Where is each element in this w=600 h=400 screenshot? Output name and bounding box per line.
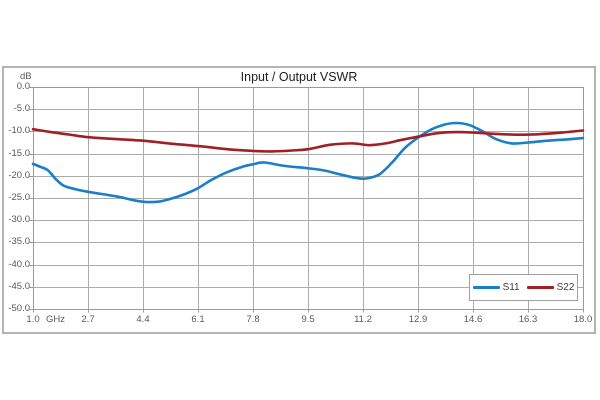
legend: S11 S22: [469, 274, 578, 301]
x-tick-label: 2.7: [81, 314, 95, 325]
y-tick-label: -45.0: [8, 280, 30, 292]
y-tick-label: 0.0: [16, 81, 30, 92]
s22-series-line: [31, 127, 585, 153]
s11-series-line: [31, 121, 585, 204]
x-tick-label: 18.0: [573, 314, 593, 325]
x-tick-label: 14.6: [463, 314, 483, 325]
y-tick-label: -50.0: [8, 303, 30, 314]
y-tick-label: -35.0: [8, 236, 30, 248]
s11-line-swatch: [472, 286, 500, 289]
y-tick-label: -5.0: [13, 103, 30, 115]
x-tick-label: 7.8: [246, 314, 260, 325]
x-tick-label: 6.1: [191, 314, 205, 325]
x-tick-label: 4.4: [136, 314, 150, 325]
legend-label-s22: S22: [556, 282, 575, 293]
chart-title: Input / Output VSWR: [240, 70, 358, 84]
plot-border: [33, 87, 584, 310]
x-tick-label: 12.9: [408, 314, 428, 325]
x-tick-label: 9.5: [301, 314, 315, 325]
y-tick-label: -20.0: [8, 169, 30, 181]
s22-line-swatch: [526, 286, 554, 289]
x-tick-label: 1.0: [26, 314, 40, 325]
y-tick-label: -30.0: [8, 214, 30, 226]
y-tick-label: -15.0: [8, 147, 30, 159]
legend-item-s11: S11: [472, 282, 520, 293]
y-tick-label: -10.0: [8, 125, 30, 137]
x-tick-label: 11.2: [354, 314, 372, 325]
legend-item-s22: S22: [526, 282, 575, 293]
y-axis-unit-label: dB: [20, 71, 32, 82]
y-tick-label: -25.0: [8, 192, 30, 203]
y-tick-label: -40.0: [8, 258, 30, 270]
x-tick-label: 16.3: [518, 314, 538, 325]
plot-area: [29, 87, 585, 313]
x-axis-unit-label: GHz: [46, 314, 65, 325]
chart-card: Input / Output VSWR dB 0.0 -5.0 -10.0 -15.0…: [2, 66, 596, 334]
legend-label-s11: S11: [502, 282, 520, 293]
